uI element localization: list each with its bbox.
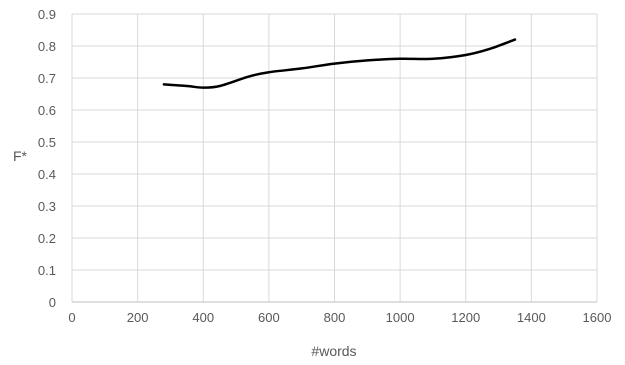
y-tick-labels: 0 0.1 0.2 0.3 0.4 0.5 0.6 0.7 0.8 0.9 <box>38 7 56 310</box>
gridlines <box>71 13 598 302</box>
y-tick-label: 0.8 <box>38 39 56 54</box>
x-axis-label: #words <box>311 343 356 359</box>
y-tick-label: 0.3 <box>38 199 56 214</box>
series-line <box>162 38 517 89</box>
y-tick-label: 0.5 <box>38 135 56 150</box>
y-tick-label: 0.2 <box>38 231 56 246</box>
y-tick-label: 0.4 <box>38 167 56 182</box>
series <box>162 38 517 89</box>
x-tick-label: 1000 <box>386 310 415 325</box>
y-tick-label: 0.9 <box>38 7 56 22</box>
y-tick-label: 0.1 <box>38 263 56 278</box>
y-tick-label: 0.7 <box>38 71 56 86</box>
y-axis-label: F* <box>13 148 28 164</box>
x-tick-label: 600 <box>258 310 280 325</box>
x-tick-label: 0 <box>68 310 75 325</box>
x-tick-label: 1200 <box>451 310 480 325</box>
x-tick-label: 400 <box>192 310 214 325</box>
x-tick-label: 800 <box>324 310 346 325</box>
x-tick-labels: 0 200 400 600 800 1000 1200 1400 1600 <box>68 310 611 325</box>
x-tick-label: 1400 <box>517 310 546 325</box>
y-tick-label: 0 <box>49 295 56 310</box>
x-tick-label: 1600 <box>583 310 612 325</box>
x-tick-label: 200 <box>127 310 149 325</box>
y-tick-label: 0.6 <box>38 103 56 118</box>
